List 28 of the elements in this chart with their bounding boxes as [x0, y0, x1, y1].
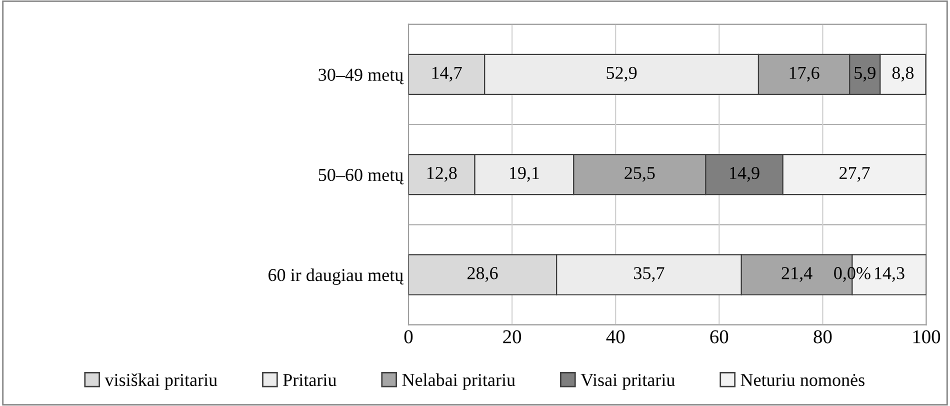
legend-label: Pritariu: [283, 374, 336, 386]
data-label: 8,8: [892, 66, 914, 82]
x-tick-label: 80: [814, 330, 832, 344]
x-tick-label: 60: [710, 330, 728, 344]
x-tick-label: 0: [404, 330, 413, 344]
legend-label: Visai pritariu: [580, 374, 675, 390]
data-label: 27,7: [840, 166, 870, 182]
x-tick-label: 20: [503, 330, 522, 344]
data-label: 12,8: [427, 166, 457, 182]
data-label: 35,7: [634, 267, 664, 282]
data-label: 14,9: [730, 166, 760, 182]
data-label: 17,6: [790, 66, 820, 82]
data-label: 21,4: [782, 267, 812, 282]
y-tick-label: 30–49 metų: [318, 68, 404, 84]
data-label: 28,6: [468, 267, 498, 282]
legend-label: visiškai pritariu: [104, 373, 218, 390]
y-tick-label: 60 ir daugiau metų: [268, 268, 404, 285]
data-label: 5,9: [854, 66, 876, 82]
x-tick-label: 40: [606, 330, 625, 344]
y-tick-label: 50–60 metų: [318, 168, 404, 184]
x-tick-label: 100: [913, 330, 940, 344]
data-label: 19,1: [510, 166, 539, 182]
data-label: 14,7: [432, 66, 462, 82]
legend-label: Nelabai pritariu: [402, 373, 516, 390]
legend-label: Neturiu nomonės: [740, 374, 864, 386]
data-label: 52,9: [606, 66, 637, 82]
data-label: 25,5: [624, 166, 655, 182]
data-label: 14,3: [875, 267, 904, 282]
